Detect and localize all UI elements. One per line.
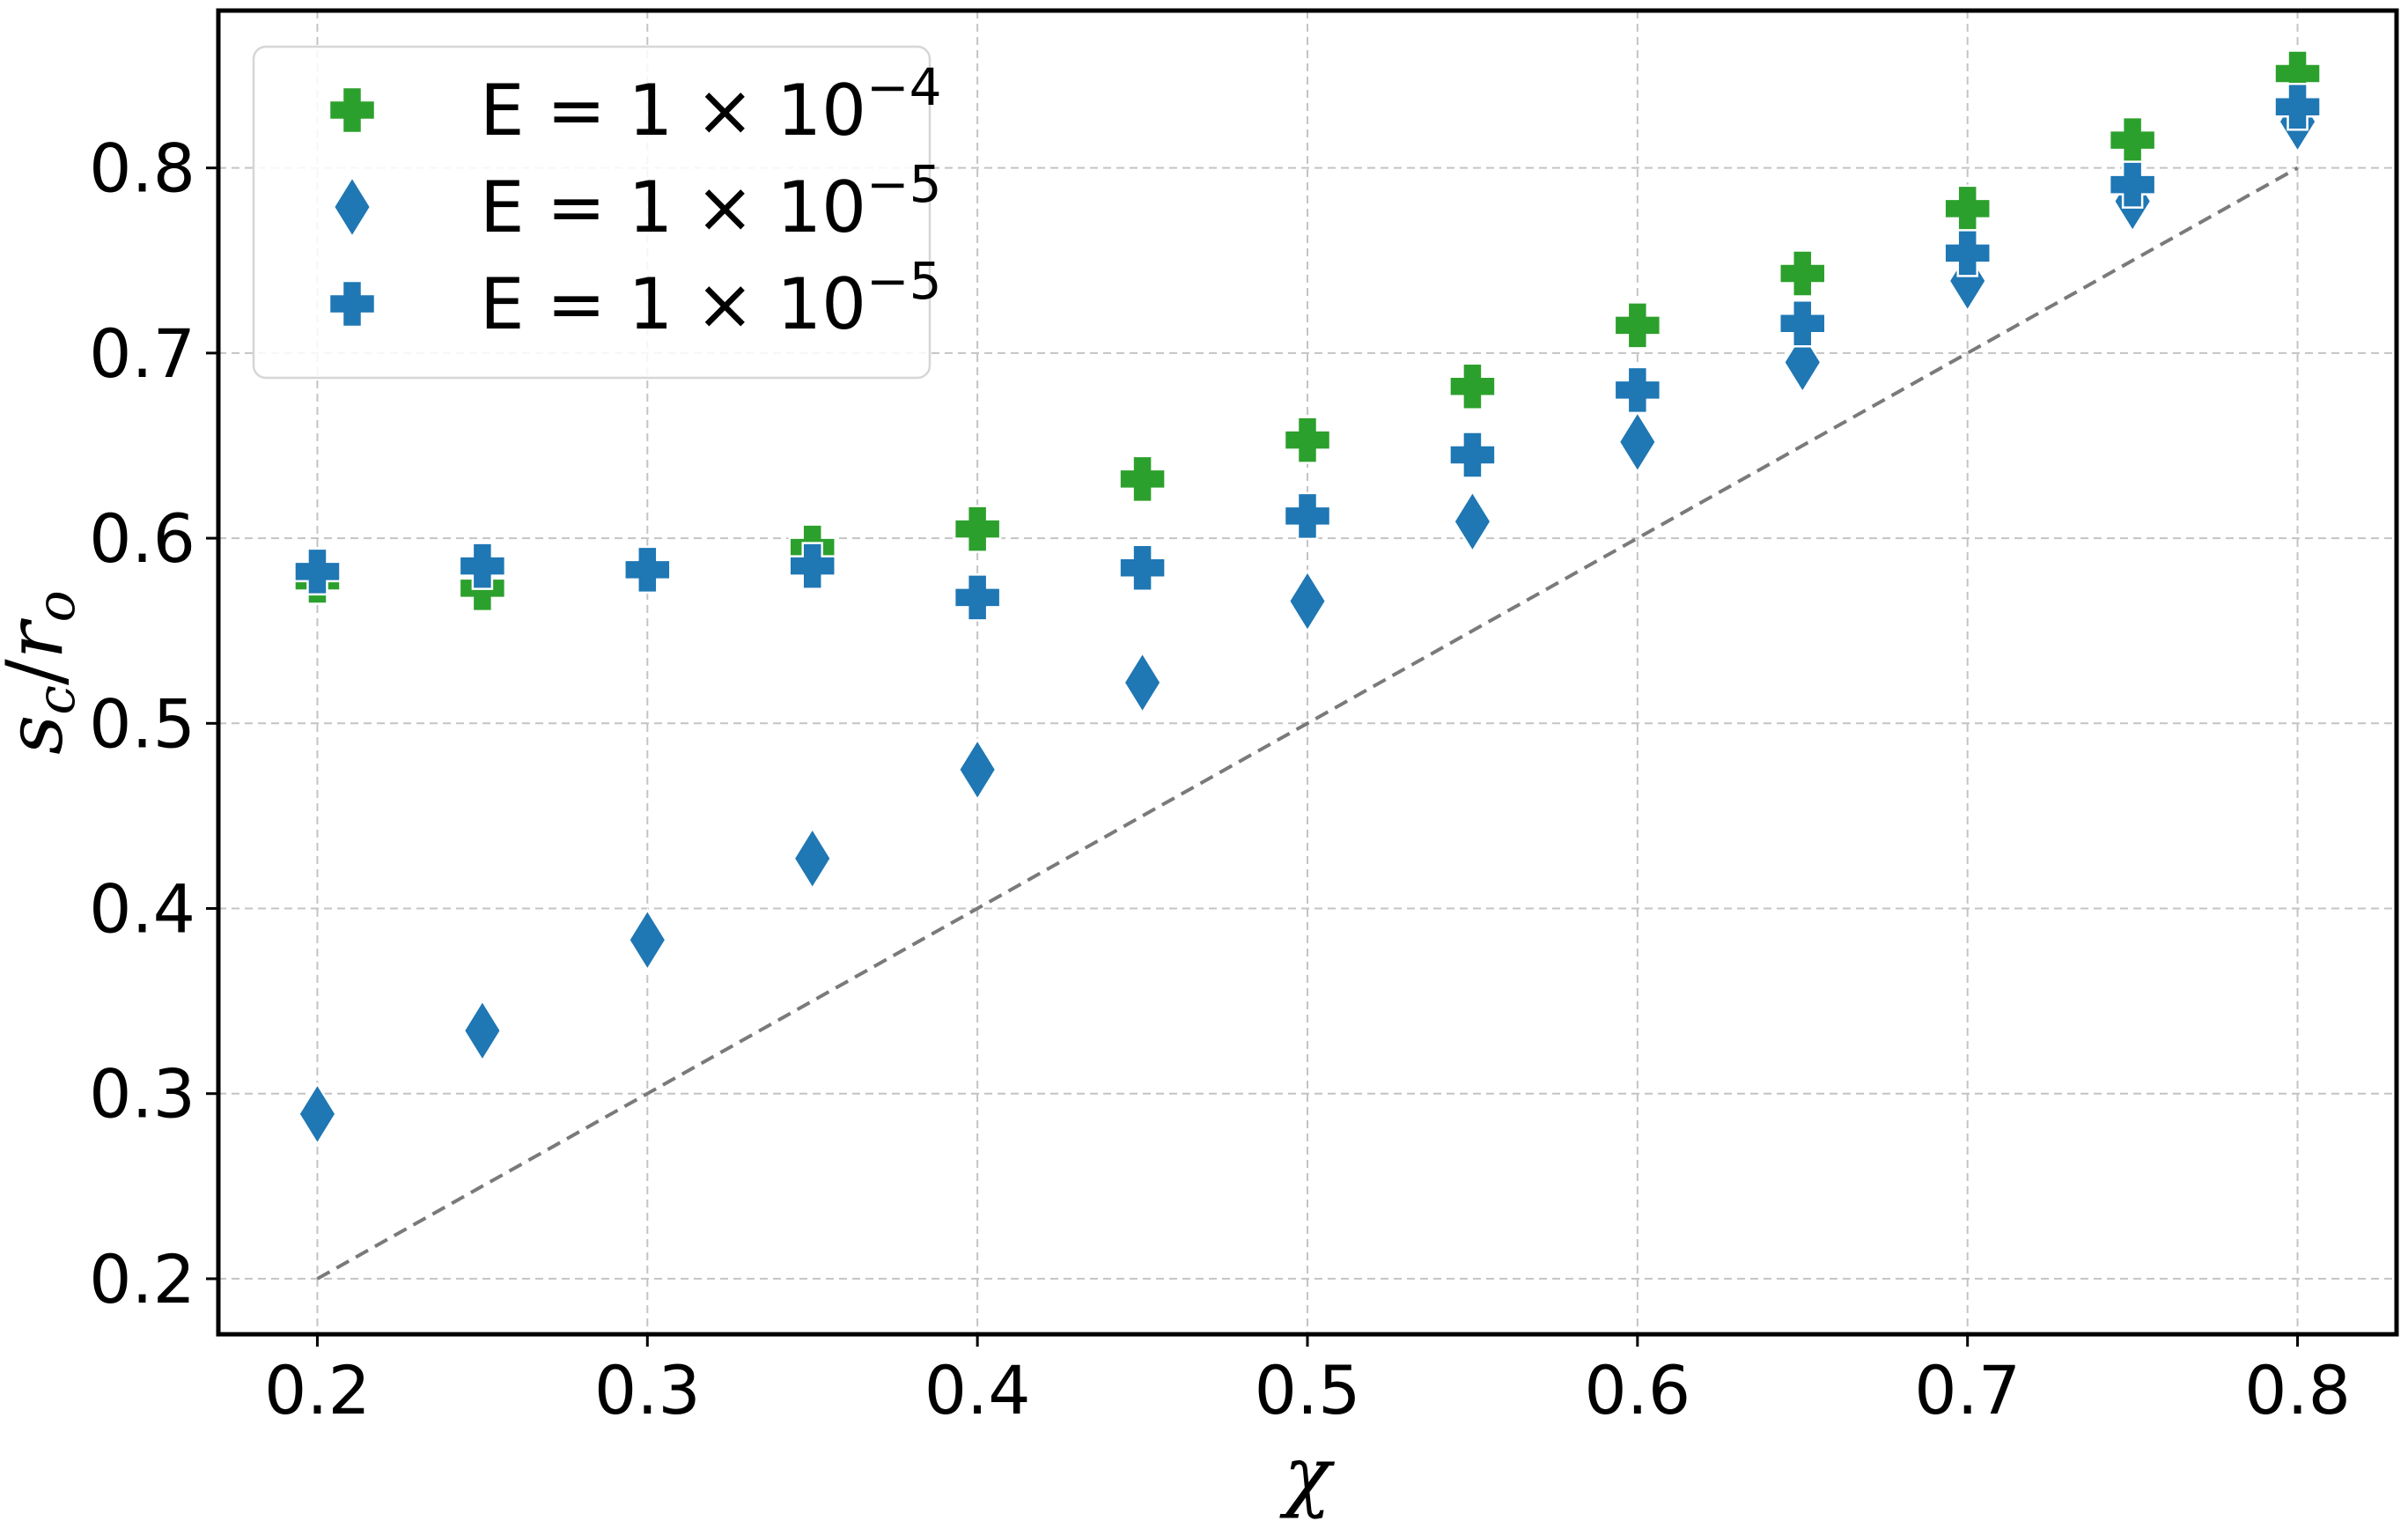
- series-3-plus-point: [1448, 431, 1497, 479]
- y-tick-label: 0.5: [89, 684, 195, 763]
- series-3-plus-point: [1943, 229, 1992, 277]
- series-2-diamond-point: [957, 737, 998, 802]
- y-tick-label: 0.8: [89, 129, 195, 208]
- legend-marker-3: [328, 279, 377, 329]
- series-1-plus-point: [1118, 454, 1167, 504]
- legend-label-2: E = 1 × 10−5: [480, 154, 942, 248]
- series-3-plus-point: [458, 542, 507, 590]
- series-3-plus-point: [293, 547, 342, 596]
- series-1-plus-point: [1448, 362, 1497, 410]
- legend-marker-2: [332, 174, 372, 240]
- series-3-points: [293, 83, 2322, 622]
- series-1-plus-point: [1613, 301, 1662, 350]
- series-3-plus-point: [1283, 491, 1332, 541]
- series-3-plus-point: [1778, 299, 1827, 348]
- x-axis-title: χ: [1278, 1429, 1335, 1520]
- series-3-plus-point: [623, 545, 672, 594]
- x-tick-label: 0.3: [594, 1351, 701, 1429]
- series-2-diamond-point: [297, 1082, 337, 1147]
- legend-label-1: E = 1 × 10−4: [480, 57, 942, 151]
- y-tick-label: 0.3: [89, 1055, 195, 1133]
- y-axis-title-sub-c: c: [26, 685, 87, 715]
- x-tick-label: 0.7: [1914, 1351, 2021, 1429]
- series-2-points: [297, 89, 2318, 1147]
- y-tick-label: 0.6: [89, 499, 195, 578]
- series-3-plus-point: [2273, 83, 2322, 131]
- series-2-diamond-point: [462, 998, 503, 1063]
- series-3-plus-point: [953, 573, 1002, 622]
- data-markers: [293, 49, 2322, 1147]
- y-axis-ticks: 0.2 0.3 0.4 0.5 0.6 0.7 0.8: [89, 129, 218, 1318]
- y-axis-title: sc/ro: [0, 590, 87, 755]
- legend-label-base: E = 1 × 10: [480, 263, 866, 345]
- y-axis-title-s: s: [0, 715, 80, 755]
- x-tick-label: 0.4: [924, 1351, 1031, 1429]
- x-tick-label: 0.6: [1584, 1351, 1690, 1429]
- x-tick-label: 0.2: [264, 1351, 371, 1429]
- series-3-plus-point: [1613, 365, 1662, 415]
- legend-label-exponent: −5: [866, 251, 942, 311]
- x-tick-label: 0.5: [1255, 1351, 1361, 1429]
- series-2-diamond-point: [1452, 489, 1492, 554]
- series-2-diamond-point: [1123, 650, 1163, 715]
- y-axis-title-sub-o: o: [26, 590, 87, 622]
- y-tick-label: 0.2: [89, 1240, 195, 1318]
- legend-box: [252, 45, 932, 380]
- series-1-plus-point: [953, 505, 1002, 553]
- series-2-diamond-point: [627, 907, 667, 972]
- series-2-diamond-point: [1287, 569, 1328, 633]
- x-tick-label: 0.8: [2244, 1351, 2351, 1429]
- legend-label-exponent: −5: [866, 154, 942, 214]
- legend-label-base: E = 1 × 10: [480, 70, 866, 151]
- legend: E = 1 × 10−4E = 1 × 10−5E = 1 × 10−5: [252, 45, 942, 380]
- legend-label-3: E = 1 × 10−5: [480, 251, 942, 345]
- y-tick-label: 0.4: [89, 870, 195, 949]
- series-1-plus-point: [1283, 416, 1332, 464]
- x-axis-ticks: 0.2 0.3 0.4 0.5 0.6 0.7 0.8: [264, 1334, 2351, 1429]
- series-2-diamond-point: [792, 826, 833, 891]
- y-axis-title-r: r: [0, 617, 80, 659]
- y-tick-label: 0.7: [89, 314, 195, 393]
- series-3-plus-point: [2108, 160, 2157, 209]
- reference-diagonal-line: [316, 166, 2299, 1281]
- series-1-plus-point: [1778, 249, 1827, 298]
- series-3-plus-point: [1118, 543, 1167, 592]
- y-axis-title-slash: /: [0, 659, 80, 685]
- legend-marker-1: [328, 85, 377, 135]
- series-2-diamond-point: [1617, 410, 1658, 475]
- series-3-plus-point: [788, 542, 836, 590]
- legend-label-base: E = 1 × 10: [480, 166, 866, 248]
- legend-label-exponent: −4: [866, 57, 942, 117]
